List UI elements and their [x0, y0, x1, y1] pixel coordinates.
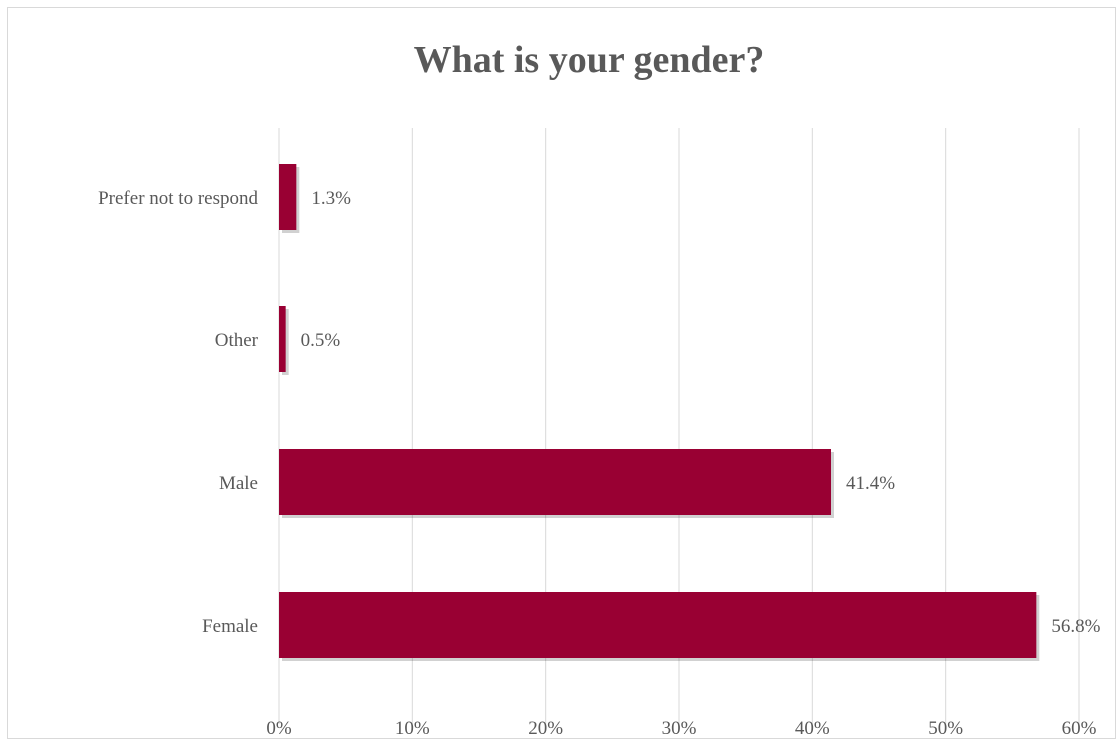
x-tick-label: 0% [266, 718, 292, 739]
bar-chart: What is your gender? 0% 10% 20% 30% 40% 50% 60… [98, 39, 1100, 739]
category-label: Other [215, 330, 259, 351]
x-tick-label: 50% [928, 718, 963, 739]
x-tick-label: 40% [795, 718, 830, 739]
data-label: 1.3% [311, 188, 351, 209]
bar [279, 306, 286, 372]
data-label: 41.4% [846, 473, 895, 494]
bar [279, 164, 297, 230]
data-label: 0.5% [301, 330, 341, 351]
x-tick-label: 20% [528, 718, 563, 739]
labels: 0% 10% 20% 30% 40% 50% 60% Prefer not to respon… [98, 188, 1100, 739]
x-tick-label: 10% [395, 718, 430, 739]
x-tick-label: 30% [662, 718, 697, 739]
gridlines [278, 128, 1080, 724]
bars [279, 164, 1040, 661]
bar [279, 449, 831, 515]
bar [279, 592, 1037, 658]
category-label: Prefer not to respond [98, 188, 258, 209]
x-tick-label: 60% [1062, 718, 1097, 739]
data-label: 56.8% [1051, 616, 1100, 637]
category-label: Male [219, 473, 258, 494]
category-label: Female [202, 616, 258, 637]
chart-area: What is your gender? 0% 10% 20% 30% 40% 50% 60… [7, 7, 1116, 739]
chart-title: What is your gender? [414, 39, 765, 81]
